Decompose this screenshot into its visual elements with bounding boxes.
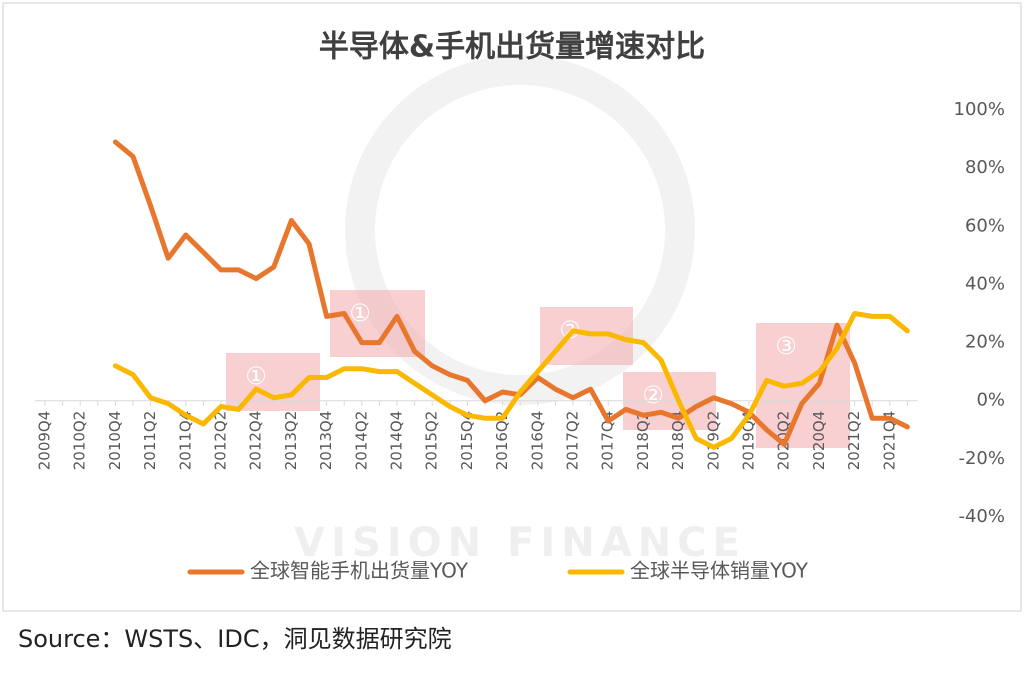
x-tick-label: 2014Q4: [388, 411, 406, 471]
y-tick-label: 0%: [976, 390, 1005, 411]
x-tick-label: 2011Q2: [141, 411, 159, 471]
legend-label: 全球半导体销量YOY: [630, 559, 809, 583]
x-tick-label: 2020Q4: [810, 411, 828, 471]
y-tick-label: -40%: [958, 506, 1005, 527]
x-tick-label: 2014Q2: [352, 411, 370, 471]
source-note: Source：WSTS、IDC，洞见数据研究院: [18, 625, 452, 653]
x-tick-label: 2013Q2: [282, 411, 300, 471]
x-tick-label: 2019Q2: [704, 411, 722, 471]
x-tick-label: 2012Q4: [247, 411, 265, 471]
x-tick-label: 2018Q2: [634, 411, 652, 471]
x-tick-label: 2021Q4: [880, 411, 898, 471]
x-tick-label: 2015Q4: [458, 411, 476, 471]
x-tick-label: 2017Q4: [599, 411, 617, 471]
x-tick-label: 2021Q2: [845, 411, 863, 471]
y-tick-label: 100%: [954, 99, 1005, 120]
x-tick-label: 2018Q4: [669, 411, 687, 471]
y-tick-label: -20%: [958, 448, 1005, 469]
annotation: ①: [349, 299, 371, 327]
x-tick-label: 2011Q4: [176, 411, 194, 471]
chart-frame: [2, 2, 1022, 612]
y-tick-label: 60%: [965, 215, 1005, 236]
series-line: [112, 311, 910, 450]
x-tick-label: 2012Q2: [212, 411, 230, 471]
y-tick-label: 40%: [965, 273, 1005, 294]
x-tick-label: 2009Q4: [36, 411, 54, 471]
annotation: ②: [642, 381, 664, 409]
chart-title: 半导体&手机出货量增速对比: [319, 30, 705, 65]
annotation: ③: [775, 332, 797, 360]
x-tick-label: 2010Q4: [106, 411, 124, 471]
x-tick-label: 2010Q2: [71, 411, 89, 471]
x-tick-label: 2017Q2: [564, 411, 582, 471]
y-tick-label: 80%: [965, 157, 1005, 178]
x-tick-label: 2013Q4: [317, 411, 335, 471]
annotation: ①: [245, 362, 267, 390]
legend-label: 全球智能手机出货量YOY: [250, 559, 469, 583]
x-tick-label: 2016Q2: [493, 411, 511, 471]
x-tick-label: 2015Q2: [423, 411, 441, 471]
x-tick-label: 2016Q4: [528, 411, 546, 471]
watermark: VISION FINANCE: [294, 520, 746, 566]
highlight-box: [756, 323, 850, 448]
y-tick-label: 20%: [965, 332, 1005, 353]
series-line: [112, 139, 910, 447]
